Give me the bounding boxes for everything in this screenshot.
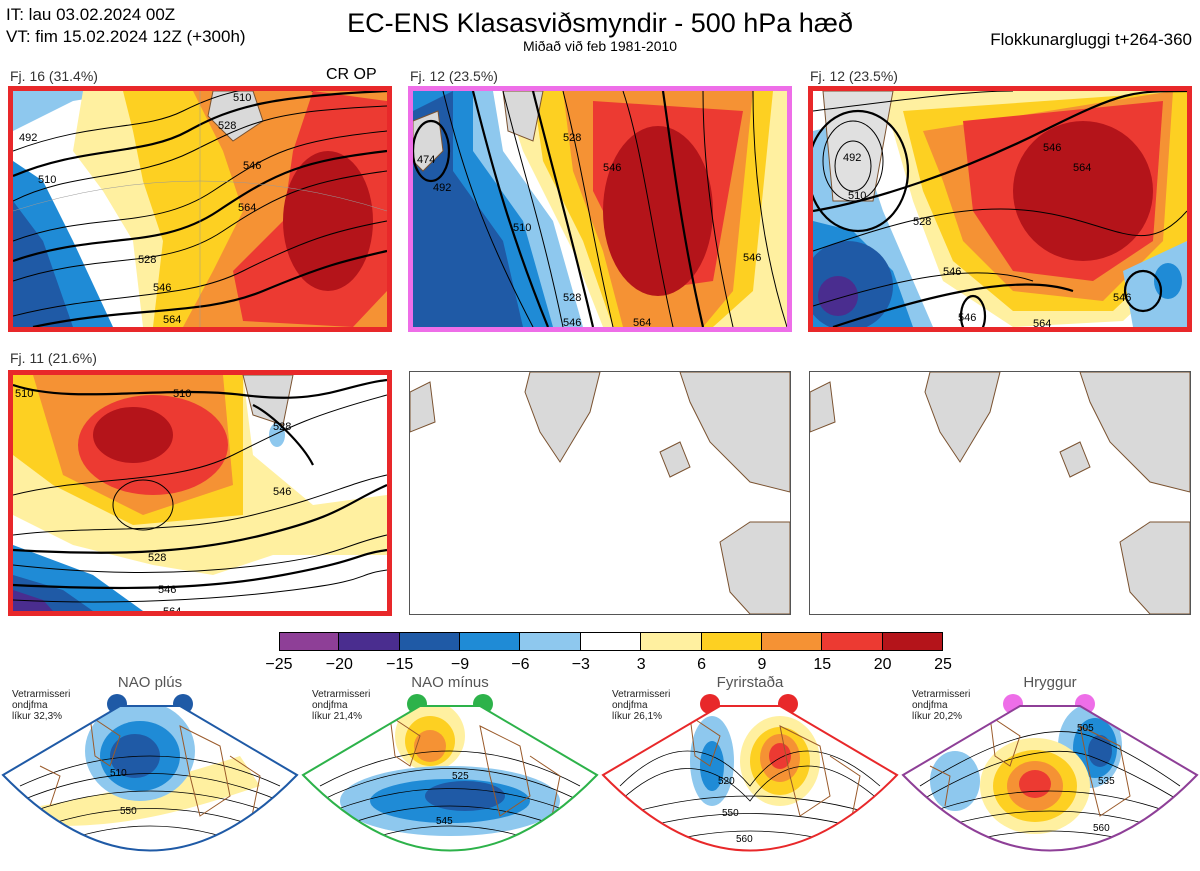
contour-label: 492	[843, 152, 861, 164]
empty-map-2	[809, 371, 1191, 615]
colorbar-swatch	[399, 632, 461, 651]
colorbar-swatch	[279, 632, 340, 651]
contour-label: 564	[1073, 162, 1091, 174]
colorbar-tick-label: −9	[450, 656, 470, 673]
cluster-label-3: Fj. 12 (23.5%)	[810, 68, 898, 84]
contour-label: 560	[1093, 823, 1110, 834]
contour-label: 510	[513, 222, 531, 234]
colorbar-tick-label: 6	[697, 656, 706, 673]
colorbar-swatch	[580, 632, 642, 651]
colorbar-swatch	[641, 632, 702, 651]
colorbar-swatch	[460, 632, 521, 651]
contour-label: 564	[163, 314, 181, 326]
regime-nao-plus: NAO plús Vetrarmisseri ondjfma líkur 32,3%…	[0, 674, 300, 866]
colorbar-swatch	[822, 632, 883, 651]
contour-label: 564	[633, 317, 651, 327]
contour-label: 510	[110, 768, 127, 779]
regime-note: Vetrarmisseri ondjfma líkur 21,4%	[312, 689, 371, 722]
contour-label: 510	[38, 174, 56, 186]
contour-label: 525	[452, 771, 469, 782]
valid-time: VT: fim 15.02.2024 12Z (+300h)	[6, 27, 246, 46]
contour-label: 546	[1113, 292, 1131, 304]
contour-label: 528	[563, 132, 581, 144]
contour-label: 535	[1098, 776, 1115, 787]
cluster-map-1: 492 510 510 528 528 546 546 564 564	[8, 86, 392, 332]
colorbar-tick-label: −15	[386, 656, 414, 673]
contour-label: 528	[138, 254, 156, 266]
empty-map-1	[409, 371, 791, 615]
colorbar-tick-label: −3	[571, 656, 590, 673]
colorbar-tick-label: 15	[813, 656, 832, 673]
regime-blocking: Fyrirstaða Vetrarmisseri ondjfma líkur 26,…	[600, 674, 900, 866]
cluster-label-1: Fj. 16 (31.4%)	[10, 68, 98, 84]
contour-label: 510	[173, 388, 191, 400]
colorbar-tick-label: 9	[757, 656, 767, 673]
regime-nao-minus: NAO mínus Vetrarmisseri ondjfma líkur 21,4…	[300, 674, 600, 866]
cluster-map-3: 492 510 528 546 546 546 546 564 564	[808, 86, 1192, 332]
contour-label: 546	[943, 266, 961, 278]
contour-label: 546	[958, 312, 976, 324]
colorbar-tick-label: 3	[636, 656, 646, 673]
colorbar-swatch	[761, 632, 823, 651]
classification-window: Flokkunargluggi t+264-360	[990, 30, 1192, 49]
contour-label: 546	[273, 486, 291, 498]
cluster-label-2: Fj. 12 (23.5%)	[410, 68, 498, 84]
contour-label: 510	[848, 190, 866, 202]
colorbar-swatch	[339, 632, 400, 651]
colorbar-tick-label: 20	[873, 656, 892, 673]
regime-ridge: Hryggur Vetrarmisseri ondjfma líkur 20,2%	[900, 674, 1200, 866]
regime-title: NAO plús	[117, 674, 183, 691]
cluster-map-2: 474 492 510 528 528 546 546 546 564	[408, 86, 792, 332]
contour-label: 546	[158, 584, 176, 596]
contour-label: 560	[736, 834, 753, 845]
colorbar-tick-label: −20	[325, 656, 353, 673]
contour-label: 546	[743, 252, 761, 264]
contour-label: 546	[563, 317, 581, 327]
contour-label: 528	[273, 421, 291, 433]
contour-label: 564	[238, 202, 256, 214]
contour-label: 528	[148, 552, 166, 564]
contour-label: 550	[120, 806, 137, 817]
header-times: IT: lau 03.02.2024 00Z VT: fim 15.02.202…	[6, 4, 246, 48]
contour-label: 550	[722, 808, 739, 819]
contour-label: 564	[163, 606, 181, 611]
contour-label: 564	[1033, 318, 1051, 327]
cluster-map-4: 510 510 528 528 546 546 564	[8, 370, 392, 616]
contour-label: 528	[913, 216, 931, 228]
contour-label: 546	[603, 162, 621, 174]
regime-title: Fyrirstaða	[716, 674, 784, 691]
regime-title: NAO mínus	[411, 674, 489, 691]
page-title: EC-ENS Klasasviðsmyndir - 500 hPa hæð	[347, 8, 853, 38]
regime-note: Vetrarmisseri ondjfma líkur 26,1%	[612, 689, 671, 722]
contour-label: 492	[433, 182, 451, 194]
contour-label: 546	[153, 282, 171, 294]
regime-note: Vetrarmisseri ondjfma líkur 32,3%	[12, 689, 71, 722]
colorbar-swatch	[701, 632, 762, 651]
contour-label: 545	[436, 816, 453, 827]
contour-label: 474	[417, 154, 435, 166]
colorbar-tick-label: −6	[511, 656, 530, 673]
contour-label: 528	[563, 292, 581, 304]
contour-label: 510	[233, 92, 251, 104]
contour-label: 565	[446, 850, 463, 861]
page-subtitle: Miðað við feb 1981-2010	[522, 38, 678, 54]
colorbar-tick-label: −25	[265, 656, 293, 673]
cluster-label-4: Fj. 11 (21.6%)	[10, 350, 97, 366]
contour-label: 492	[19, 132, 37, 144]
contour-label: 546	[1043, 142, 1061, 154]
cluster-tag-1: CR OP	[326, 66, 377, 83]
contour-label: 505	[1077, 723, 1094, 734]
contour-label: 520	[718, 776, 735, 787]
contour-label: 546	[243, 160, 261, 172]
colorbar-swatch	[520, 632, 581, 651]
contour-label: 510	[15, 388, 33, 400]
regime-note: Vetrarmisseri ondjfma líkur 20,2%	[912, 689, 971, 722]
contour-label: 528	[218, 120, 236, 132]
regime-title: Hryggur	[1023, 674, 1077, 691]
init-time: IT: lau 03.02.2024 00Z	[6, 5, 176, 24]
colorbar-tick-label: 25	[934, 656, 952, 673]
